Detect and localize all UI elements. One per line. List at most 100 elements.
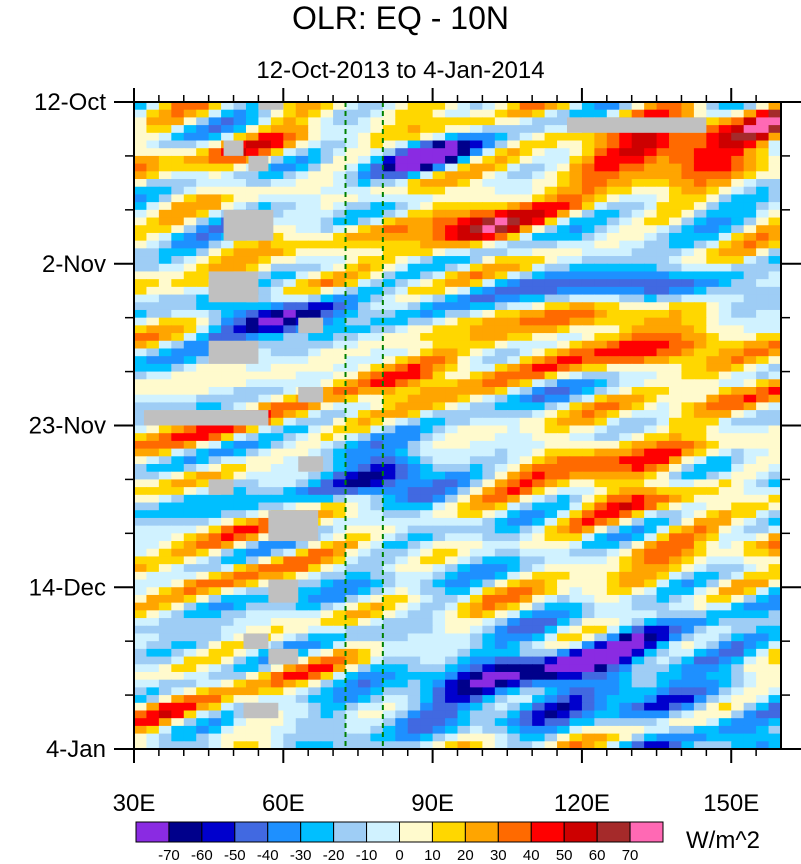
field-cell [631, 425, 645, 434]
field-cell [445, 502, 459, 511]
field-cell [345, 571, 359, 581]
field-cell [606, 517, 620, 527]
field-cell [245, 263, 260, 273]
field-cell [581, 209, 595, 219]
field-cell [270, 309, 284, 319]
field-cell [532, 533, 546, 542]
field-cell [171, 648, 185, 658]
field-cell [768, 279, 781, 288]
field-cell [768, 333, 781, 342]
field-cell [519, 548, 533, 558]
field-cell [308, 695, 322, 704]
field-cell [743, 602, 757, 611]
field-cell [432, 556, 446, 565]
field-cell [544, 502, 558, 511]
field-cell [420, 533, 434, 542]
field-cell [221, 109, 235, 118]
field-cell [457, 302, 471, 311]
field-cell [382, 394, 396, 403]
field-cell [345, 271, 359, 280]
field-cell [507, 618, 521, 627]
field-cell [532, 618, 546, 627]
field-cell [482, 425, 496, 434]
field-cell [370, 548, 384, 558]
field-cell [146, 718, 160, 727]
field-cell [494, 541, 508, 550]
field-cell [221, 525, 235, 534]
field-cell [681, 286, 695, 296]
field-cell [519, 556, 533, 565]
field-cell [345, 179, 359, 188]
field-cell [519, 440, 533, 450]
colorbar-swatch [333, 821, 368, 843]
field-cell [619, 494, 633, 504]
field-cell [557, 610, 571, 619]
field-cell [196, 317, 210, 326]
field-cell [395, 579, 409, 588]
field-cell [146, 487, 160, 496]
field-cell [407, 163, 421, 172]
field-cell [183, 464, 197, 473]
field-cell [581, 517, 595, 527]
field-cell [382, 271, 396, 280]
field-cell [258, 302, 272, 311]
field-cell [407, 579, 421, 588]
field-cell [245, 394, 260, 403]
field-cell [345, 217, 359, 226]
field-cell [469, 741, 483, 749]
field-cell [644, 564, 658, 573]
field-cell [581, 671, 595, 681]
field-cell [718, 579, 732, 588]
field-cell [519, 163, 533, 172]
field-cell [482, 433, 496, 442]
field-cell [432, 656, 446, 665]
field-cell [718, 556, 732, 565]
field-cell [308, 671, 322, 681]
field-cell [693, 440, 707, 450]
field-cell [382, 379, 396, 388]
field-cell [569, 286, 583, 296]
field-cell [557, 286, 571, 296]
field-cell [245, 695, 260, 704]
field-cell [718, 687, 732, 696]
field-cell [308, 610, 322, 619]
field-cell [158, 594, 172, 604]
field-cell [196, 240, 210, 249]
field-cell [656, 448, 670, 457]
field-cell [532, 317, 546, 326]
field-cell [258, 648, 272, 658]
field-cell [756, 348, 770, 357]
field-cell [669, 556, 683, 565]
field-cell [407, 371, 421, 380]
field-cell [581, 417, 595, 427]
field-cell [134, 325, 148, 334]
field-cell [258, 725, 272, 735]
field-cell [382, 240, 396, 249]
field-cell [768, 356, 781, 365]
field-cell [233, 464, 247, 473]
field-cell [469, 217, 483, 226]
field-cell [619, 317, 633, 326]
field-cell [756, 510, 770, 519]
field-cell [731, 132, 745, 142]
field-cell [370, 225, 384, 234]
field-cell [756, 548, 770, 558]
field-cell [233, 541, 247, 550]
field-cell [606, 348, 620, 357]
field-cell [308, 356, 322, 365]
y-tick-label: 14-Dec [29, 574, 106, 601]
field-cell [606, 386, 620, 396]
field-cell [320, 340, 334, 350]
field-cell [544, 394, 558, 403]
field-cell [494, 641, 508, 650]
field-cell [158, 140, 172, 149]
field-cell [270, 217, 284, 226]
field-cell [656, 648, 670, 658]
field-cell [482, 148, 496, 157]
field-cell [469, 117, 483, 126]
field-cell [669, 702, 683, 712]
field-cell [208, 394, 222, 403]
field-cell [768, 125, 781, 134]
field-cell [532, 741, 546, 749]
field-cell [544, 248, 558, 257]
